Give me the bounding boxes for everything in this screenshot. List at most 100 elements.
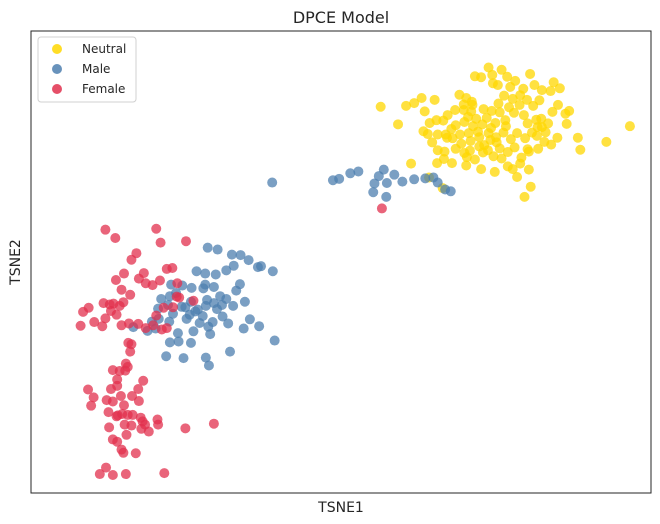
- data-point-neutral: [523, 164, 534, 175]
- data-point-neutral: [494, 107, 505, 118]
- data-point-neutral: [505, 134, 516, 145]
- data-point-female: [121, 429, 132, 440]
- data-point-male: [191, 266, 202, 277]
- data-point-female: [125, 346, 136, 357]
- data-point-female: [188, 295, 199, 306]
- data-point-male: [254, 321, 265, 332]
- data-point-neutral: [471, 113, 482, 124]
- legend-marker-male: [52, 64, 62, 74]
- data-point-female: [140, 323, 151, 334]
- data-point-female: [133, 318, 144, 329]
- data-point-neutral: [522, 144, 533, 155]
- data-point-male: [369, 178, 380, 189]
- data-point-male: [381, 178, 392, 188]
- data-point-male: [234, 279, 245, 290]
- data-point-neutral: [519, 191, 530, 202]
- data-point-neutral: [525, 68, 536, 79]
- series-male: [128, 164, 456, 371]
- data-point-neutral: [554, 83, 565, 94]
- data-point-neutral: [507, 93, 518, 104]
- data-point-female: [115, 390, 126, 401]
- data-point-male: [208, 281, 219, 292]
- data-point-female: [101, 462, 112, 473]
- data-point-male: [221, 265, 232, 276]
- data-point-female: [126, 420, 137, 431]
- data-point-female: [151, 223, 162, 234]
- data-point-neutral: [520, 133, 531, 144]
- series-female: [75, 203, 387, 480]
- points-layer: [75, 62, 635, 480]
- data-point-neutral: [476, 164, 487, 175]
- legend-label-female: Female: [82, 82, 125, 96]
- data-point-male: [235, 250, 246, 261]
- data-point-female: [133, 396, 144, 407]
- data-point-neutral: [469, 154, 480, 165]
- data-point-male: [228, 300, 239, 311]
- data-point-male: [180, 302, 191, 313]
- legend-label-male: Male: [82, 62, 110, 76]
- data-point-female: [376, 203, 387, 214]
- data-point-neutral: [440, 129, 451, 140]
- data-point-neutral: [502, 71, 513, 82]
- data-point-neutral: [575, 144, 586, 155]
- data-point-female: [120, 469, 131, 480]
- data-point-female: [107, 365, 118, 376]
- data-point-female: [116, 284, 127, 295]
- data-point-male: [256, 261, 267, 272]
- data-point-neutral: [529, 80, 540, 91]
- data-point-male: [194, 317, 205, 328]
- data-point-female: [110, 275, 121, 286]
- data-point-female: [180, 423, 191, 434]
- data-point-neutral: [463, 128, 474, 139]
- data-point-neutral: [493, 98, 504, 109]
- data-point-female: [75, 320, 86, 331]
- data-point-neutral: [515, 158, 526, 169]
- data-point-female: [116, 320, 127, 331]
- y-axis-label: TSNE2: [8, 239, 24, 286]
- legend: Neutral Male Female: [37, 36, 137, 103]
- data-point-neutral: [432, 158, 443, 169]
- data-point-female: [153, 419, 164, 430]
- data-point-female: [122, 361, 133, 372]
- data-point-male: [217, 311, 228, 322]
- legend-marker-neutral: [52, 44, 62, 54]
- data-point-neutral: [461, 152, 472, 163]
- data-point-female: [83, 384, 94, 395]
- data-point-female: [135, 412, 146, 423]
- data-point-male: [327, 175, 338, 186]
- data-point-neutral: [553, 99, 563, 110]
- data-point-female: [119, 400, 129, 411]
- legend-label-neutral: Neutral: [82, 42, 126, 56]
- data-point-male: [243, 255, 254, 266]
- series-neutral: [375, 62, 635, 202]
- data-point-male: [200, 352, 211, 363]
- data-point-female: [127, 390, 138, 401]
- data-point-female: [104, 422, 115, 433]
- data-point-male: [164, 337, 175, 348]
- data-point-neutral: [492, 80, 503, 91]
- data-point-neutral: [424, 117, 435, 128]
- data-point-male: [269, 335, 280, 346]
- data-point-neutral: [476, 72, 487, 83]
- data-point-male: [156, 293, 167, 304]
- data-point-male: [212, 304, 222, 315]
- data-point-male: [185, 337, 196, 348]
- data-point-neutral: [478, 104, 489, 115]
- data-point-neutral: [531, 114, 542, 125]
- data-point-male: [188, 326, 199, 337]
- data-point-neutral: [474, 132, 485, 143]
- data-point-female: [138, 268, 149, 279]
- data-point-neutral: [510, 75, 521, 86]
- data-point-male: [184, 309, 195, 320]
- data-point-male: [202, 294, 213, 305]
- data-point-neutral: [486, 105, 497, 116]
- data-point-neutral: [432, 129, 443, 140]
- chart-title: DPCE Model: [293, 8, 389, 27]
- data-point-male: [238, 323, 249, 334]
- data-point-female: [107, 396, 118, 407]
- data-point-male: [420, 173, 431, 184]
- data-point-male: [200, 268, 211, 279]
- data-point-neutral: [461, 92, 472, 103]
